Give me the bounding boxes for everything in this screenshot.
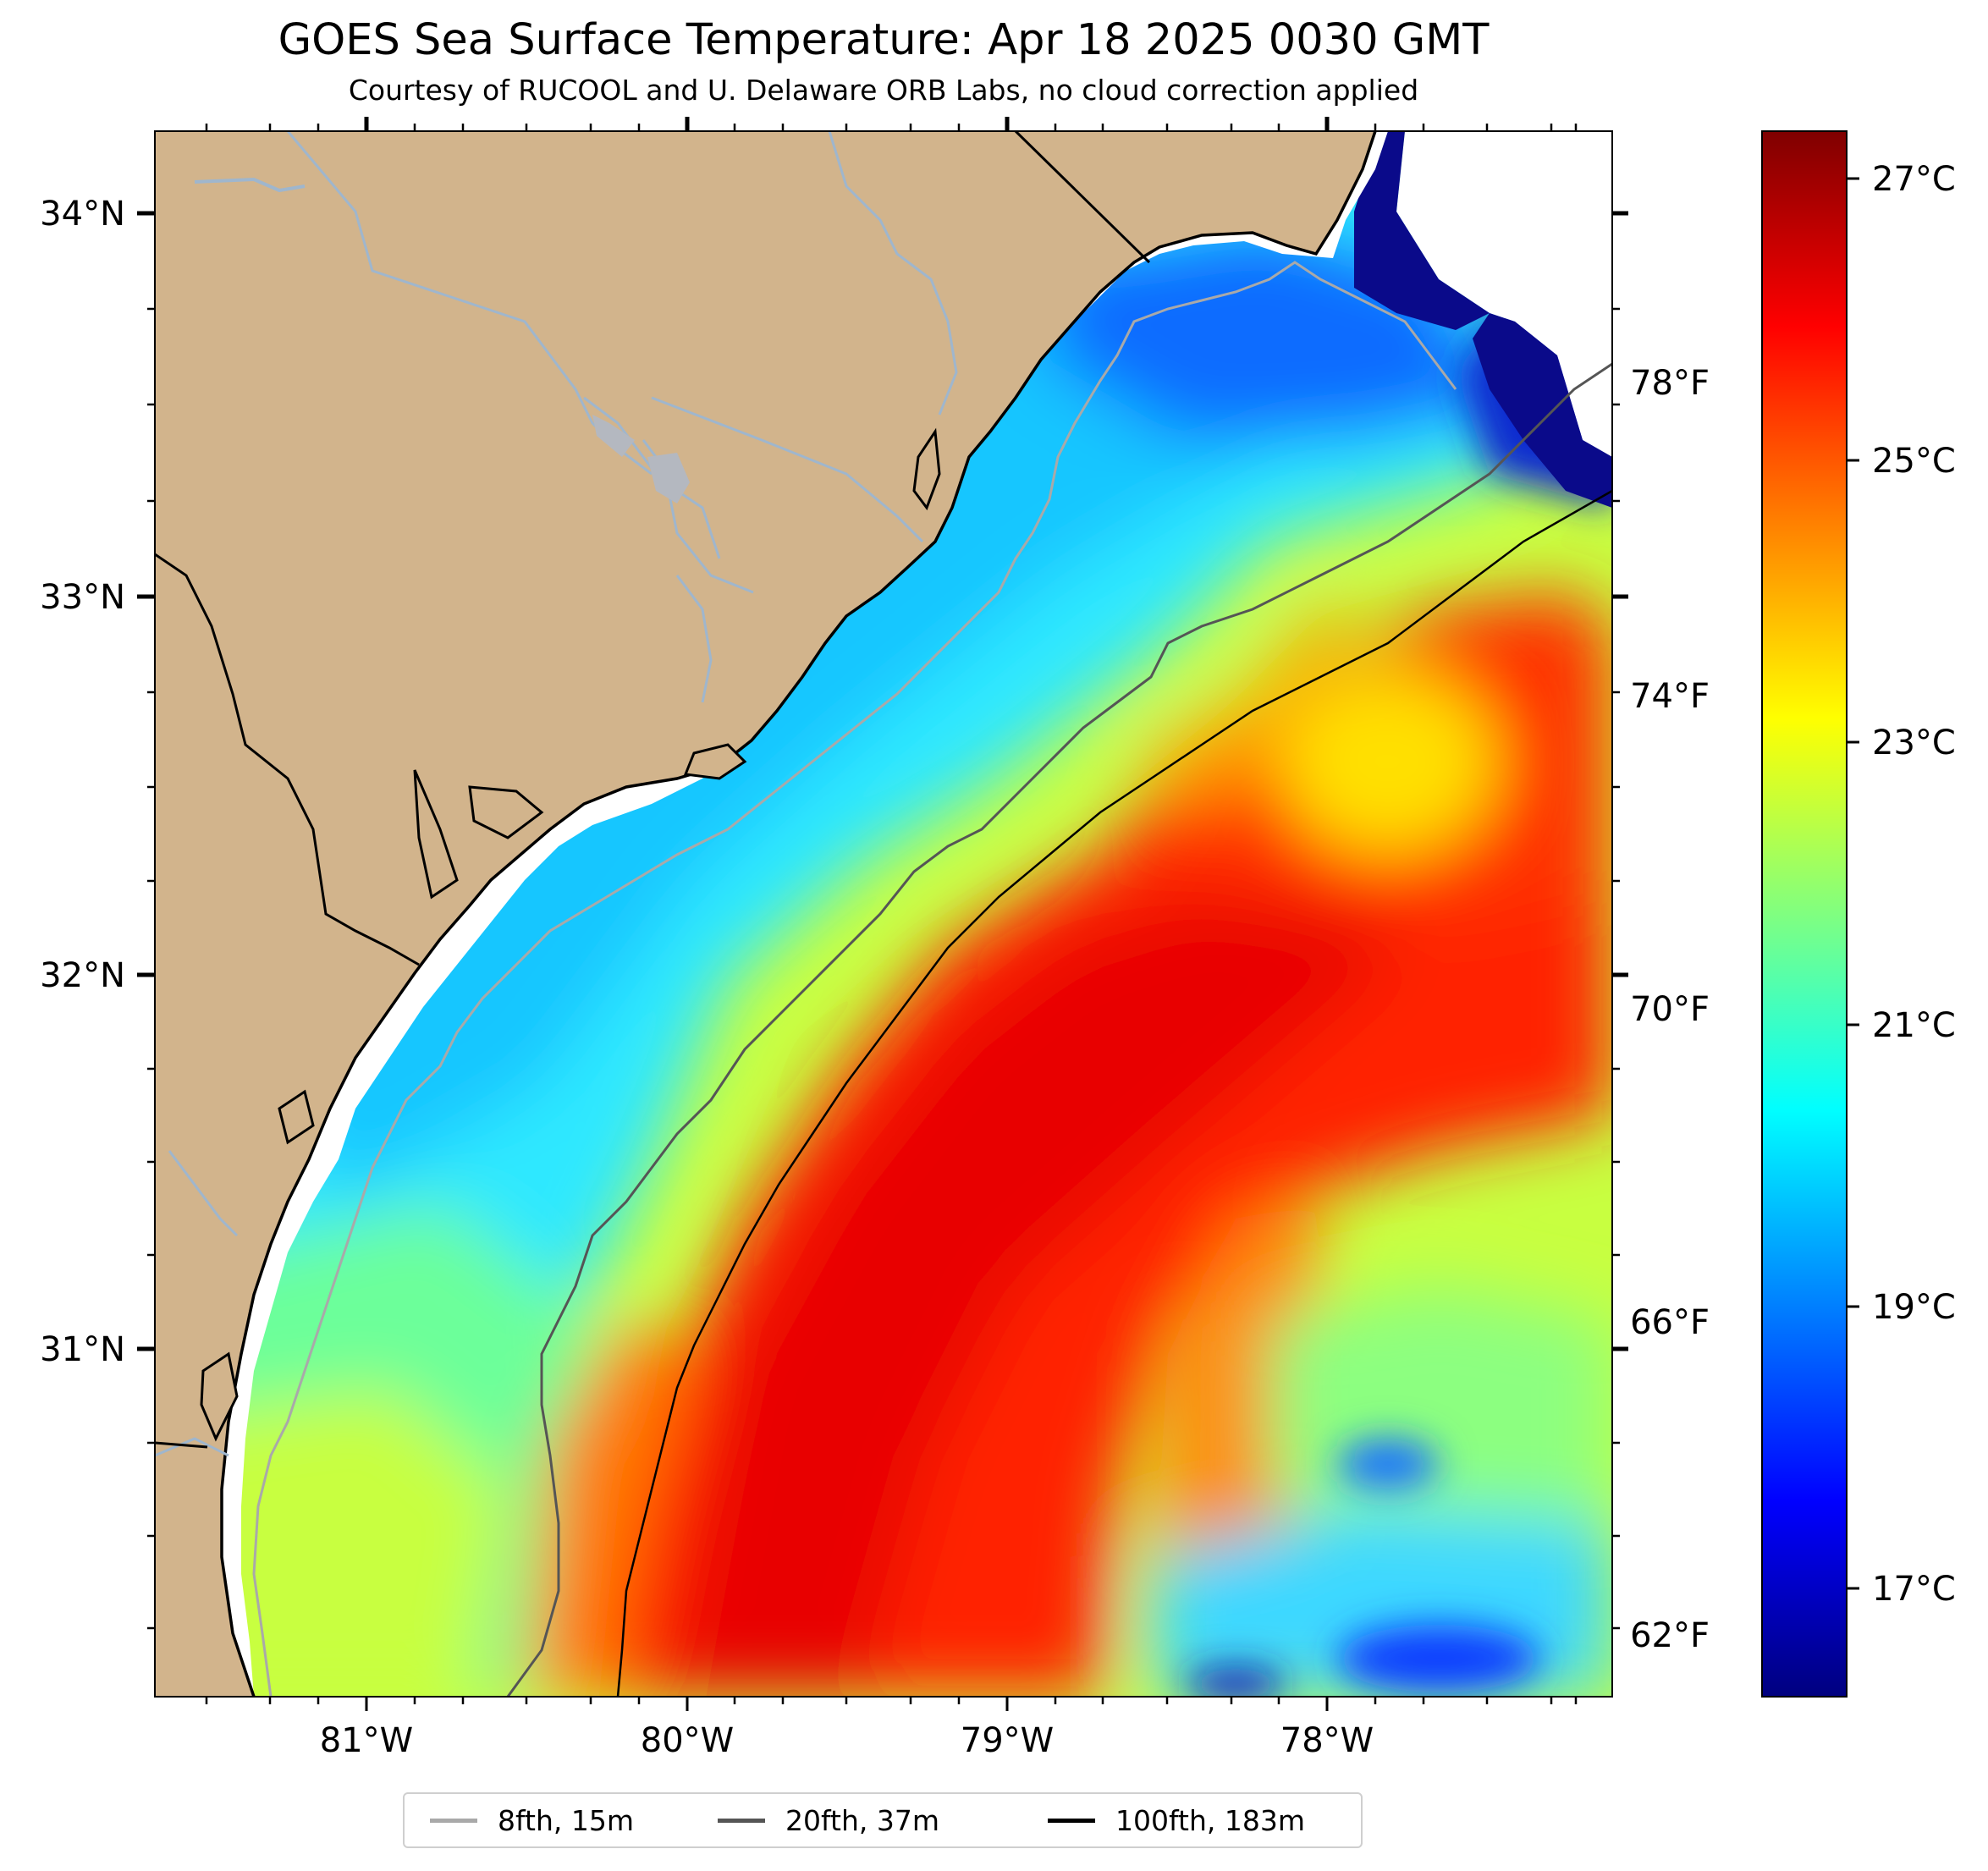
legend-label-8fth: 8fth, 15m [498,1803,635,1837]
lon-label-78w: 78°W [1280,1721,1374,1760]
state-boundary-ga-fl [155,1441,208,1449]
river-8 [168,1150,239,1237]
cb-label-19c: 19°C [1872,1288,1956,1327]
map-tick-labels: 81°W 80°W 79°W 78°W 34°N 33°N 32°N 31°N [40,195,1374,1760]
lat-label-32n: 32°N [40,956,125,995]
contour-20fth [506,362,1612,1697]
legend-swatch-8fth [430,1818,477,1823]
sst-northeast-coldest-2 [1473,313,1612,508]
sst-eddy-edge [1134,592,1354,812]
cb-label-74f: 74°F [1630,677,1710,716]
coastal-inlet-1 [912,427,941,511]
lat-label-33n: 33°N [40,578,125,617]
legend-label-20fth: 20fth, 37m [785,1803,939,1837]
legend-item-8fth: 8fth, 15m [430,1794,634,1846]
river-6 [651,396,924,543]
lake-2 [647,453,690,504]
sst-northeast-coldest [1354,131,1490,330]
lon-label-81w: 81°W [320,1721,413,1760]
river-5 [828,131,958,415]
cb-label-78f: 78°F [1630,364,1710,403]
coastal-inlet-2 [683,743,747,780]
cb-label-27c: 27°C [1872,160,1956,199]
legend-label-100fth: 100fth, 183m [1115,1803,1305,1837]
colorbar-gradient [1761,130,1848,1698]
colorbar: 27°C 25°C 23°C 21°C 19°C 17°C 78°F 74°F … [1630,130,1956,1698]
lat-label-34n: 34°N [40,195,125,234]
coastal-island-4 [200,1351,239,1442]
lat-label-31n: 31°N [40,1330,125,1369]
contour-8fth [252,261,1457,1697]
lake-1 [592,415,635,457]
coastal-island-3 [278,1089,315,1145]
lon-label-80w: 80°W [641,1721,734,1760]
sst-east-green [1269,1286,1612,1540]
map-frame [154,130,1613,1698]
cb-label-17c: 17°C [1872,1570,1956,1609]
legend-swatch-100fth [1048,1818,1095,1823]
legend: 8fth, 15m 20fth, 37m 100fth, 183m [403,1792,1363,1848]
no-data-northeast [1396,131,1612,457]
cb-label-62f: 62°F [1630,1616,1710,1655]
figure-subtitle: Courtesy of RUCOOL and U. Delaware ORB L… [348,74,1419,107]
land [155,131,1375,1697]
sst-orange-west [525,1320,694,1697]
sst-cold-blob-east [1337,1439,1439,1489]
map-ticks [137,117,1628,1711]
state-boundary-sc-ga [155,553,420,966]
sst-cold-blob-southwest [1185,1667,1286,1697]
sst-warm-eddy [1278,669,1498,855]
legend-item-100fth: 100fth, 183m [1048,1794,1305,1846]
cb-label-21c: 21°C [1872,1006,1956,1045]
bathymetry [252,261,1612,1697]
river-1 [194,177,306,193]
state-boundary-nc-sc [1014,131,1151,264]
sst-cold-blob-south [1337,1625,1540,1692]
cb-label-66f: 66°F [1630,1303,1710,1342]
figure-title: GOES Sea Surface Temperature: Apr 18 202… [278,15,1490,65]
coastal-island-2 [468,785,544,839]
minor-ticks-lat [147,307,1620,1630]
minor-ticks-lon [205,124,1578,1704]
river-7 [675,575,713,703]
coastal-island-1 [413,769,459,900]
legend-item-20fth: 20fth, 37m [718,1794,939,1846]
cb-label-23c: 23°C [1872,724,1956,762]
river-9 [155,1437,229,1457]
cb-label-25c: 25°C [1872,442,1956,481]
cb-label-70f: 70°F [1630,990,1710,1029]
legend-swatch-20fth [718,1818,765,1823]
land-layer [155,131,1388,1697]
colorbar-celsius-ticks [1847,177,1859,1590]
sst-gulf-stream-core [669,897,1405,1697]
lon-label-79w: 79°W [961,1721,1054,1760]
contour-100fth [616,489,1612,1697]
